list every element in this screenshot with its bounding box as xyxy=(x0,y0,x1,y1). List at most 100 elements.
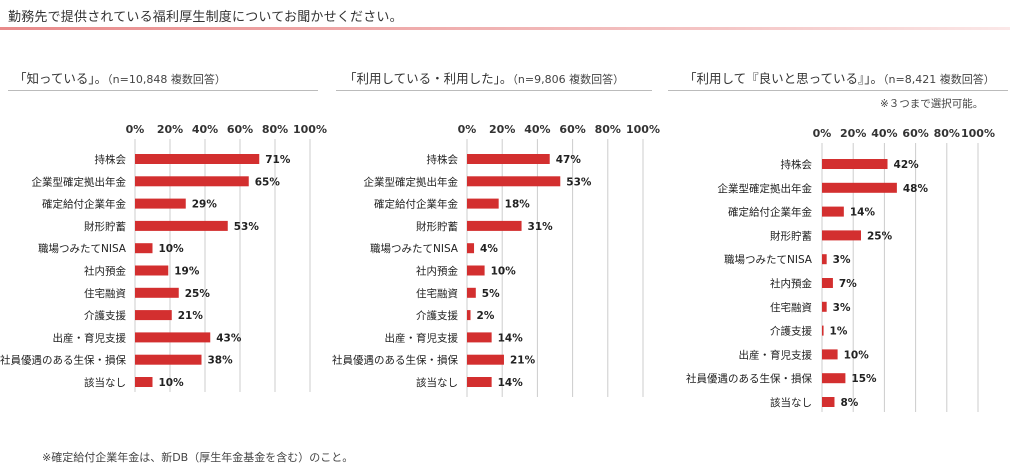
panel-3-title: 「利用して『良いと思っている』」。 xyxy=(684,71,884,86)
panel-2-title: 「利用している・利用した」。 xyxy=(344,71,513,86)
chart-1-bar xyxy=(135,154,260,164)
chart-3-category-label: 社員優遇のある生保・損保 xyxy=(686,372,812,385)
chart-3-bar xyxy=(822,373,846,384)
chart-1-category-label: 社内預金 xyxy=(84,265,126,278)
chart-2-data-label: 14% xyxy=(498,332,524,344)
chart-1-bar xyxy=(135,198,186,209)
chart-2-tick-label: 20% xyxy=(489,123,515,136)
panel-1-title: 「知っている」。 xyxy=(14,71,108,86)
chart-3-bar xyxy=(822,278,833,288)
chart-3-bar xyxy=(822,397,835,407)
chart-1-bar xyxy=(135,310,172,321)
chart-1-bar xyxy=(135,265,169,276)
chart-2-tick-label: 0% xyxy=(458,123,477,136)
chart-3-bar xyxy=(822,349,838,360)
chart-1-data-label: 38% xyxy=(208,355,234,367)
chart-3-data-label: 3% xyxy=(833,302,851,314)
chart-2-category-label: 社員優遇のある生保・損保 xyxy=(332,354,458,367)
panel-2-heading: 「利用している・利用した」。（n=9,806 複数回答） xyxy=(344,68,624,87)
chart-2-bar xyxy=(467,332,492,343)
chart-2-tick-label: 100% xyxy=(626,123,660,136)
chart-2-category-label: 職場つみたてNISA xyxy=(370,242,459,255)
chart-3-tick-label: 60% xyxy=(902,127,928,140)
chart-3-bar xyxy=(822,182,897,193)
chart-3-data-label: 3% xyxy=(833,254,851,266)
chart-1-bar xyxy=(135,377,153,387)
chart-3-data-label: 7% xyxy=(839,278,857,290)
chart-2-data-label: 18% xyxy=(505,199,531,211)
chart-3-tick-label: 40% xyxy=(871,127,897,140)
chart-3-data-label: 42% xyxy=(894,159,920,171)
chart-3-tick-label: 0% xyxy=(813,127,832,140)
chart-1-tick-label: 80% xyxy=(262,123,288,136)
chart-3-category-label: 住宅融資 xyxy=(770,301,812,314)
chart-1-data-label: 10% xyxy=(159,243,185,255)
title-underline xyxy=(0,27,1010,30)
chart-2-data-label: 21% xyxy=(510,355,536,367)
chart-2-bar xyxy=(467,243,475,254)
panel-1-rule xyxy=(8,90,318,91)
page-title: 勤務先で提供されている福利厚生制度についてお聞かせください。 xyxy=(8,10,403,25)
panel-3-heading: 「利用して『良いと思っている』」。（n=8,421 複数回答） xyxy=(684,68,995,87)
chart-1-data-label: 65% xyxy=(255,176,281,188)
chart-3-tick-label: 100% xyxy=(961,127,995,140)
chart-1-tick-label: 20% xyxy=(157,123,183,136)
panel-3-note: ※３つまで選択可能。 xyxy=(880,98,984,110)
chart-3-category-label: 介護支援 xyxy=(770,325,812,338)
chart-2-bar xyxy=(467,377,492,387)
chart-2-bar xyxy=(467,176,561,187)
chart-1-data-label: 19% xyxy=(174,266,200,278)
chart-2-bar xyxy=(467,154,550,164)
chart-3-data-label: 8% xyxy=(840,397,858,409)
chart-1-category-label: 財形貯蓄 xyxy=(84,220,126,233)
chart-3-category-label: 該当なし xyxy=(770,396,812,409)
chart-3-category-label: 社内預金 xyxy=(770,277,812,290)
chart-3-category-label: 確定給付企業年金 xyxy=(728,206,812,219)
panel-3-rule xyxy=(668,90,1008,91)
chart-1-tick-label: 100% xyxy=(293,123,327,136)
panel-1-sample-size: （n=10,848 複数回答） xyxy=(107,73,226,86)
chart-2-data-label: 47% xyxy=(556,154,582,166)
chart-2-category-label: 該当なし xyxy=(416,376,458,389)
chart-1-category-label: 企業型確定拠出年金 xyxy=(32,175,127,188)
chart-3-bar xyxy=(822,230,861,241)
chart-2-category-label: 財形貯蓄 xyxy=(416,220,458,233)
chart-1-category-label: 確定給付企業年金 xyxy=(42,198,126,211)
chart-3-bar xyxy=(822,206,844,217)
chart-1-data-label: 29% xyxy=(192,199,218,211)
chart-3-category-label: 財形貯蓄 xyxy=(770,229,812,242)
chart-3-category-label: 企業型確定拠出年金 xyxy=(718,182,813,195)
chart-1-category-label: 社員優遇のある生保・損保 xyxy=(0,354,126,367)
chart-1-tick-label: 60% xyxy=(227,123,253,136)
chart-3-tick-label: 20% xyxy=(840,127,866,140)
chart-2-data-label: 2% xyxy=(477,310,495,322)
chart-1-data-label: 25% xyxy=(185,288,211,300)
chart-3-bar xyxy=(822,325,824,336)
chart-1-data-label: 10% xyxy=(159,377,185,389)
chart-1-tick-label: 40% xyxy=(192,123,218,136)
chart-1-bar xyxy=(135,332,211,343)
chart-3-bar xyxy=(822,301,827,312)
chart-2-category-label: 介護支援 xyxy=(416,309,458,322)
chart-1-category-label: 介護支援 xyxy=(84,309,126,322)
chart-1-category-label: 職場つみたてNISA xyxy=(38,242,127,255)
chart-1-category-label: 住宅融資 xyxy=(84,287,126,300)
panel-3-sample-size: （n=8,421 複数回答） xyxy=(883,73,995,86)
chart-2-category-label: 出産・育児支援 xyxy=(385,331,459,344)
chart-1-tick-label: 0% xyxy=(126,123,145,136)
chart-3-category-label: 出産・育児支援 xyxy=(739,348,813,361)
chart-3-data-label: 1% xyxy=(830,326,848,338)
chart-2-data-label: 5% xyxy=(482,288,500,300)
chart-2-bar xyxy=(467,310,471,321)
chart-2-tick-label: 80% xyxy=(595,123,621,136)
chart-2-category-label: 持株会 xyxy=(427,153,459,166)
chart-3-bar xyxy=(822,159,888,169)
chart-2-bar xyxy=(467,220,522,231)
chart-2-data-label: 4% xyxy=(480,243,498,255)
chart-1-category-label: 出産・育児支援 xyxy=(53,331,127,344)
chart-3-tick-label: 80% xyxy=(934,127,960,140)
chart-2-data-label: 53% xyxy=(566,176,592,188)
chart-1-bar xyxy=(135,220,228,231)
chart-2-bar xyxy=(467,354,504,365)
